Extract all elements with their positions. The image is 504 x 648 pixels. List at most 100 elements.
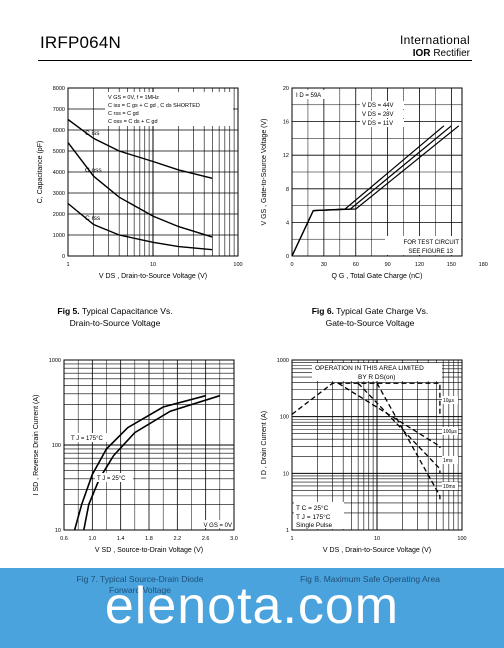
fig5-caption-line1: Typical Capacitance Vs. (81, 306, 173, 316)
annotation-bg-1 (385, 236, 461, 255)
y-tick-label-3: 10 (283, 471, 289, 477)
fig7-caption: Fig 7. Typical Source-Drain Diode Forwar… (60, 574, 220, 596)
annotation-bg-0 (105, 92, 233, 126)
y-tick-label-0: 4000 (53, 170, 65, 176)
y-axis-label-1: V GS , Gate-to-Source Voltage (V) (261, 119, 268, 226)
brand-logo-mark: IOR (412, 48, 431, 59)
x-tick-label-2: 0.6 (60, 536, 68, 542)
fig7-caption-text: Fig 7. Typical Source-Drain Diode (76, 574, 204, 584)
annotation-2: V GS = 0V (203, 523, 232, 529)
y-tick-label-2: 1000 (49, 358, 61, 364)
annotation-bg-2 (196, 520, 233, 528)
series-label-bg-1 (360, 110, 404, 118)
x-tick-label-1: 90 (385, 262, 391, 268)
series-label-bg-3 (442, 396, 458, 404)
annotation-0: C oss = C ds + C gd (108, 119, 158, 125)
annotation-0: C iss = C gs + C gd , C ds SHORTED (108, 103, 200, 109)
annotation-1: SEE FIGURE 13 (408, 249, 453, 255)
x-tick-label-1: 120 (415, 262, 424, 268)
fig5-label: Fig 5. (57, 306, 80, 316)
series-label-3: 1ms (443, 458, 453, 464)
annotation-3: T C = 25°C (296, 504, 329, 512)
y-tick-label-0: 8000 (53, 86, 65, 92)
annotation-0: C rss = C gd (108, 111, 139, 117)
y-tick-label-0: 5000 (53, 149, 65, 155)
series-label-1: V DS = 44V (362, 103, 394, 109)
y-tick-label-2: 100 (52, 443, 61, 449)
x-axis-label-1: Q G , Total Gate Charge (nC) (332, 273, 423, 280)
x-tick-label-1: 0 (290, 262, 293, 268)
x-tick-label-1: 180 (479, 262, 488, 268)
y-tick-label-1: 4 (286, 220, 289, 226)
x-tick-label-3: 100 (457, 536, 466, 542)
annotation-3: T J = 175°C (296, 513, 331, 521)
annotation-3: BY R DS(on) (358, 374, 395, 381)
series-label-0: C iss (85, 130, 100, 137)
footer-banner (0, 568, 504, 648)
y-tick-label-1: 0 (286, 254, 289, 260)
y-tick-label-3: 1000 (277, 358, 289, 364)
y-tick-label-1: 12 (283, 153, 289, 159)
header-rule (38, 60, 472, 61)
y-tick-label-0: 1000 (53, 233, 65, 239)
annotation-0: V GS = 0V, f = 1MHz (108, 95, 159, 101)
watermark-text[interactable]: elenota.com (104, 577, 400, 635)
fig8-caption-text: Fig 8. Maximum Safe Operating Area (300, 574, 440, 584)
y-axis-label-3: I D , Drain Current (A) (261, 411, 268, 479)
series-label-bg-1 (360, 101, 404, 109)
series-label-3: 10µs (443, 398, 454, 404)
series-label-bg-3 (442, 456, 458, 464)
x-tick-label-0: 10 (150, 262, 156, 268)
fig5-caption-line2: Drain-to-Source Voltage (69, 318, 161, 328)
y-tick-label-1: 20 (283, 86, 289, 92)
annotation-bg-3 (312, 363, 442, 381)
x-tick-label-2: 1.0 (89, 536, 97, 542)
series-label-bg-2 (69, 433, 109, 442)
y-tick-label-0: 6000 (53, 128, 65, 134)
series-line-2 (73, 394, 206, 531)
x-tick-label-3: 1 (290, 536, 293, 542)
fig8-caption: Fig 8. Maximum Safe Operating Area (280, 574, 460, 584)
y-tick-label-0: 3000 (53, 191, 65, 197)
fig6-label: Fig 6. (311, 306, 334, 316)
x-tick-label-0: 100 (233, 262, 242, 268)
series-line-2 (83, 394, 221, 531)
series-label-0: C rss (85, 215, 101, 222)
series-label-1: V DS = 11V (362, 121, 393, 127)
fig6-caption-line2: Gate-to-Source Voltage (325, 318, 415, 328)
y-tick-label-3: 1 (286, 528, 289, 534)
series-label-bg-3 (442, 427, 458, 435)
series-line-3 (376, 382, 441, 500)
y-axis-label-0: C, Capacitance (pF) (37, 141, 44, 204)
series-line-1 (291, 125, 445, 257)
annotation-1: I D = 59A (296, 93, 321, 99)
fig7-caption-text2: Forward Voltage (109, 585, 171, 595)
x-tick-label-2: 2.6 (202, 536, 210, 542)
x-tick-label-2: 3.0 (230, 536, 238, 542)
series-line-0 (67, 202, 213, 251)
y-tick-label-0: 0 (62, 254, 65, 260)
y-tick-label-1: 16 (283, 120, 289, 126)
series-label-bg-3 (442, 482, 458, 490)
annotation-bg-3 (294, 502, 344, 529)
series-line-0 (67, 118, 213, 179)
annotation-3: OPERATION IN THIS AREA LIMITED (315, 365, 424, 372)
y-tick-label-0: 7000 (53, 107, 65, 113)
y-tick-label-2: 10 (55, 528, 61, 534)
x-tick-label-2: 2.2 (174, 536, 182, 542)
series-line-0 (67, 142, 213, 238)
x-tick-label-2: 1.8 (145, 536, 153, 542)
x-tick-label-1: 30 (321, 262, 327, 268)
fig6-caption-line1: Typical Gate Charge Vs. (336, 306, 429, 316)
series-line-3 (291, 382, 441, 417)
series-label-bg-1 (360, 119, 404, 127)
y-tick-label-3: 100 (280, 415, 289, 421)
brand-logo: International IOR Rectifier (400, 34, 470, 60)
y-tick-label-0: 2000 (53, 212, 65, 218)
annotation-bg-1 (294, 90, 326, 99)
annotation-1: FOR TEST CIRCUIT (404, 240, 460, 246)
series-label-2: T J = 25°C (97, 476, 126, 482)
x-tick-label-0: 1 (66, 262, 69, 268)
x-axis-label-2: V SD , Source-to-Drain Voltage (V) (95, 547, 203, 554)
